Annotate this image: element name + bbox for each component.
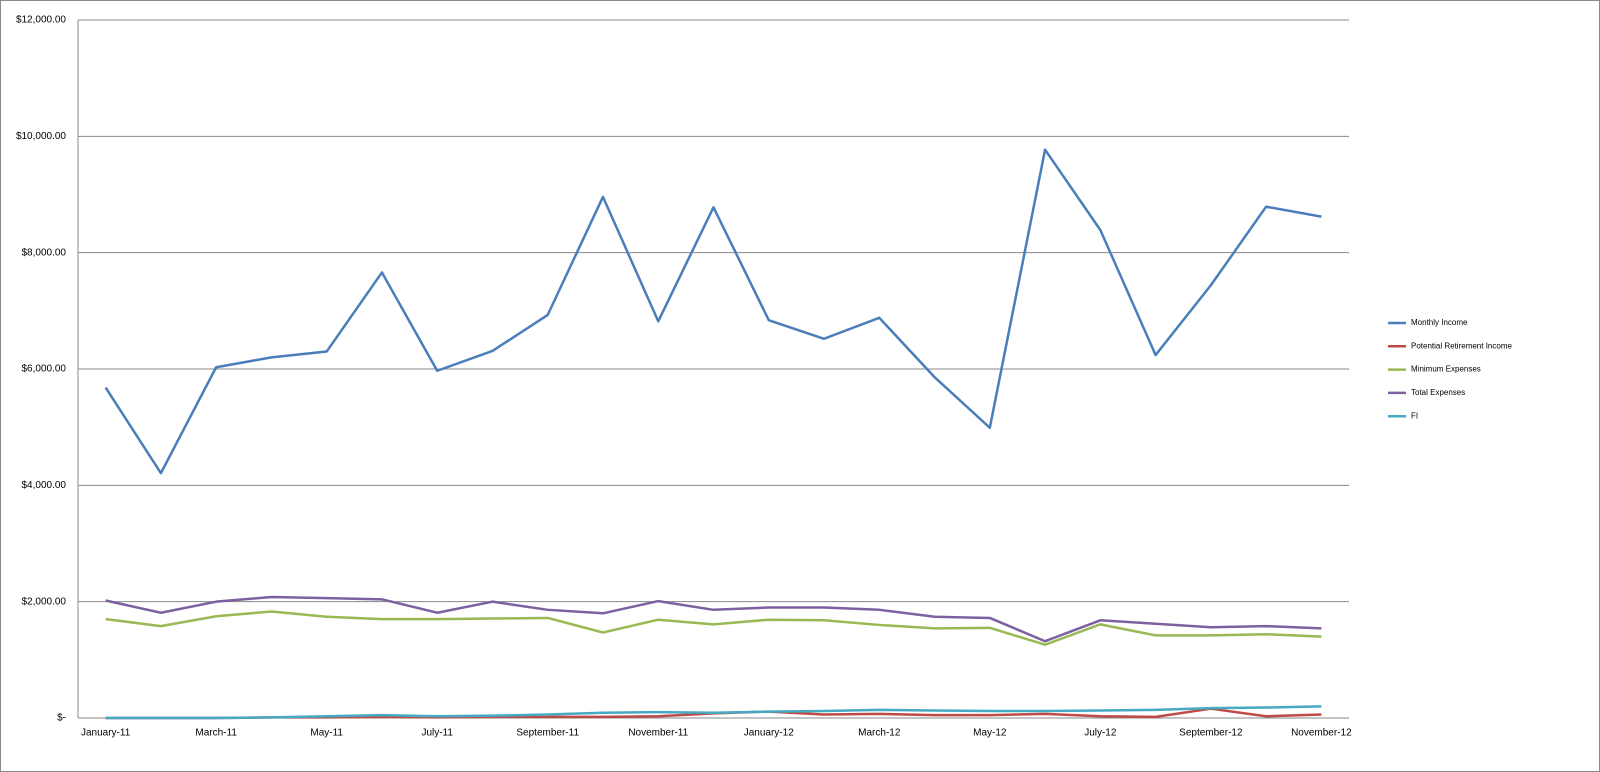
y-tick-label: $6,000.00 bbox=[22, 364, 67, 375]
x-tick-label: March-12 bbox=[858, 728, 901, 739]
series-line bbox=[105, 595, 1322, 643]
legend-label: Monthly Income bbox=[1411, 318, 1468, 327]
y-tick-label: $10,000.00 bbox=[16, 131, 66, 142]
x-tick-label: January-12 bbox=[744, 728, 794, 739]
y-tick-label: $2,000.00 bbox=[22, 596, 67, 607]
y-tick-label: $4,000.00 bbox=[22, 480, 67, 491]
x-tick-label: May-11 bbox=[310, 728, 343, 739]
series-line bbox=[104, 148, 1322, 475]
x-tick-label: May-12 bbox=[973, 728, 1007, 739]
x-tick-label: November-11 bbox=[628, 728, 688, 739]
series-line bbox=[105, 705, 1322, 720]
x-tick-label: July-11 bbox=[421, 728, 453, 739]
legend-label: Total Expenses bbox=[1411, 388, 1465, 397]
legend-label: Minimum Expenses bbox=[1411, 365, 1481, 374]
x-tick-label: November-12 bbox=[1291, 728, 1352, 739]
legend-label: Potential Retirement Income bbox=[1411, 341, 1512, 350]
x-tick-label: July-12 bbox=[1084, 728, 1117, 739]
series-line bbox=[105, 610, 1322, 646]
y-tick-label: $- bbox=[57, 713, 66, 724]
x-tick-label: September-12 bbox=[1179, 728, 1243, 739]
legend-label: FI bbox=[1411, 411, 1418, 420]
x-tick-label: September-11 bbox=[516, 728, 579, 739]
y-tick-label: $8,000.00 bbox=[22, 247, 67, 258]
x-tick-label: March-11 bbox=[195, 728, 237, 739]
x-tick-label: January-11 bbox=[81, 728, 131, 739]
y-tick-label: $12,000.00 bbox=[16, 15, 66, 26]
legend: Monthly Income Potential Retirement Incom… bbox=[1388, 318, 1512, 420]
